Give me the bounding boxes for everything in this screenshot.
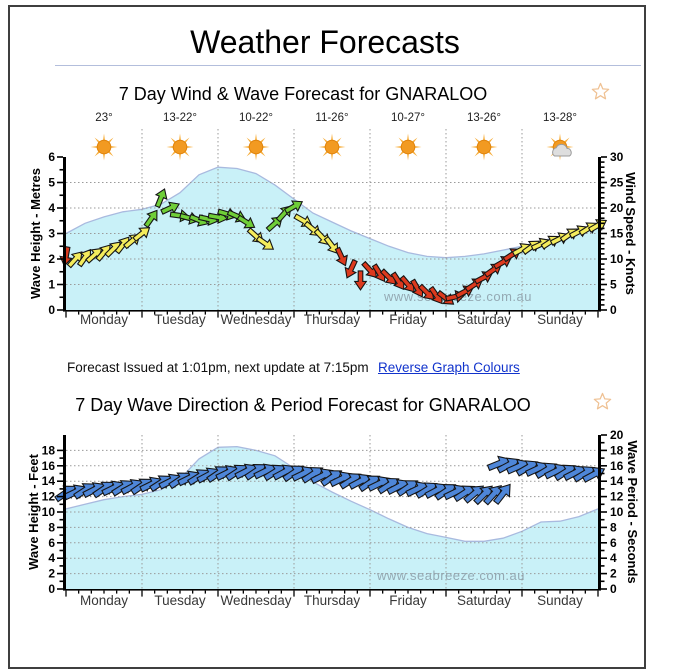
reverse-graph-colours-link[interactable]: Reverse Graph Colours xyxy=(378,360,520,375)
temperature-label: 13-22° xyxy=(162,112,197,124)
favorite-star-icon[interactable] xyxy=(593,392,612,411)
forecast-issued-text: Forecast Issued at 1:01pm, next update a… xyxy=(67,360,369,375)
temperature-label: 11-26° xyxy=(315,112,349,124)
temperature-label: 10-22° xyxy=(238,112,273,124)
temperature-label: 10-27° xyxy=(390,112,425,124)
temperature-label: 23° xyxy=(95,112,113,124)
temperature-label: 13-28° xyxy=(542,112,577,124)
temperature-row: 23° 13-22° 10-22° 11-26° 10-27° 13-26° 13-28° xyxy=(0,112,675,128)
page-title: Weather Forecasts xyxy=(190,24,460,60)
wind-wave-chart-title: 7 Day Wind & Wave Forecast for GNARALOO xyxy=(118,84,488,104)
title-divider xyxy=(55,65,641,66)
wave-period-chart-title: 7 Day Wave Direction & Period Forecast f… xyxy=(75,395,531,415)
favorite-star-icon[interactable] xyxy=(591,82,610,101)
temperature-label: 13-26° xyxy=(466,112,501,124)
